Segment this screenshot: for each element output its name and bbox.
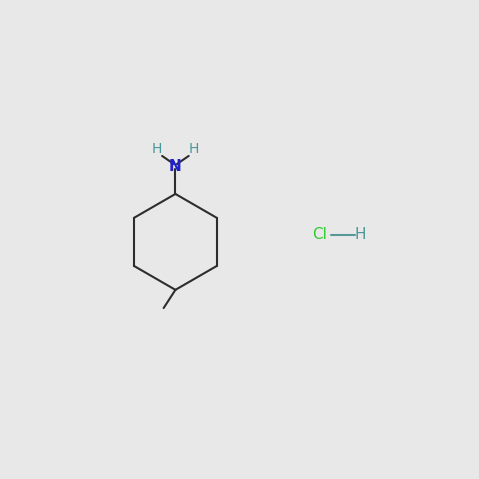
Text: Cl: Cl [312,227,327,242]
Text: H: H [152,142,162,156]
Text: N: N [169,159,182,174]
Text: H: H [355,227,366,242]
Text: H: H [189,142,199,156]
